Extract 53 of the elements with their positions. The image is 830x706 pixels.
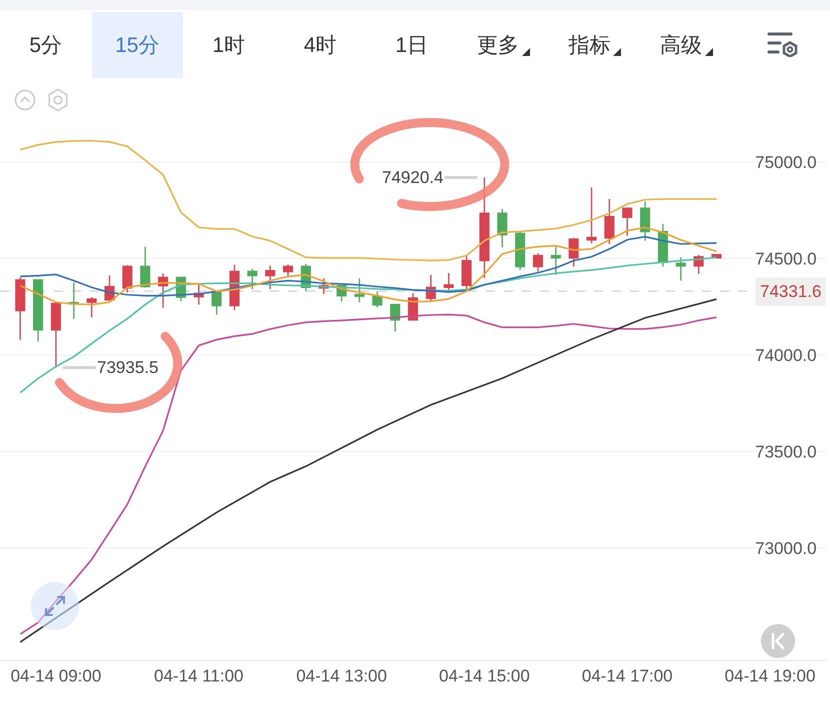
candlestick (265, 264, 276, 290)
ref-line-label: 74331.6 (760, 282, 822, 301)
candlestick (444, 272, 454, 292)
text: 1时 (212, 33, 246, 59)
candlestick (550, 246, 561, 276)
candlestick (50, 302, 61, 368)
candlestick (86, 296, 97, 318)
x-tick-label: 04-14 13:00 (296, 666, 387, 686)
candlestick (586, 186, 597, 244)
candlestick (33, 278, 44, 342)
line-series (19, 256, 718, 394)
candlestick (247, 268, 258, 290)
x-tick-label: 04-14 17:00 (582, 666, 673, 686)
candlestick (68, 282, 79, 320)
candlestick (532, 252, 543, 272)
y-tick-label: 73500.0 (755, 442, 817, 462)
x-tick-label: 04-14 15:00 (439, 666, 530, 686)
line-series (19, 226, 718, 306)
y-tick-label: 75000.0 (755, 153, 817, 172)
y-tick-label: 74000.0 (755, 346, 817, 366)
candlestick (515, 230, 526, 270)
text: 高级 (660, 33, 702, 59)
candlestick (372, 291, 382, 308)
text: 4时 (304, 33, 337, 59)
candlestick (390, 304, 400, 332)
candlestick (15, 276, 26, 341)
y-tick-label: 74500.0 (755, 250, 817, 269)
candlestick (140, 246, 150, 288)
candlestick (354, 278, 364, 303)
annotation: 73935.5 (97, 358, 158, 377)
candlestick (676, 256, 686, 282)
candlestick (479, 176, 490, 279)
y-tick-label: 73000.0 (755, 539, 817, 558)
x-tick-label: 04-14 11:00 (154, 666, 244, 686)
candlestick (212, 290, 222, 316)
candlestick (640, 200, 650, 242)
text: 1日 (395, 33, 428, 59)
candlestick (568, 237, 579, 268)
candlestick (604, 198, 614, 245)
candlestick (497, 208, 508, 248)
line-series (19, 236, 718, 296)
x-tick-label: 04-14 19:00 (724, 666, 816, 686)
text: 5分 (29, 33, 62, 59)
text: 15分 (115, 33, 160, 59)
text: 指标 (568, 33, 610, 59)
candlestick (283, 264, 294, 278)
candlestick (622, 206, 632, 236)
candlestick (462, 254, 472, 292)
annotation: 74920.4 (382, 168, 444, 187)
line-series (19, 140, 718, 262)
candlestick (122, 264, 132, 294)
text: 更多 (476, 33, 519, 59)
x-tick-label: 04-14 09:00 (10, 666, 102, 686)
